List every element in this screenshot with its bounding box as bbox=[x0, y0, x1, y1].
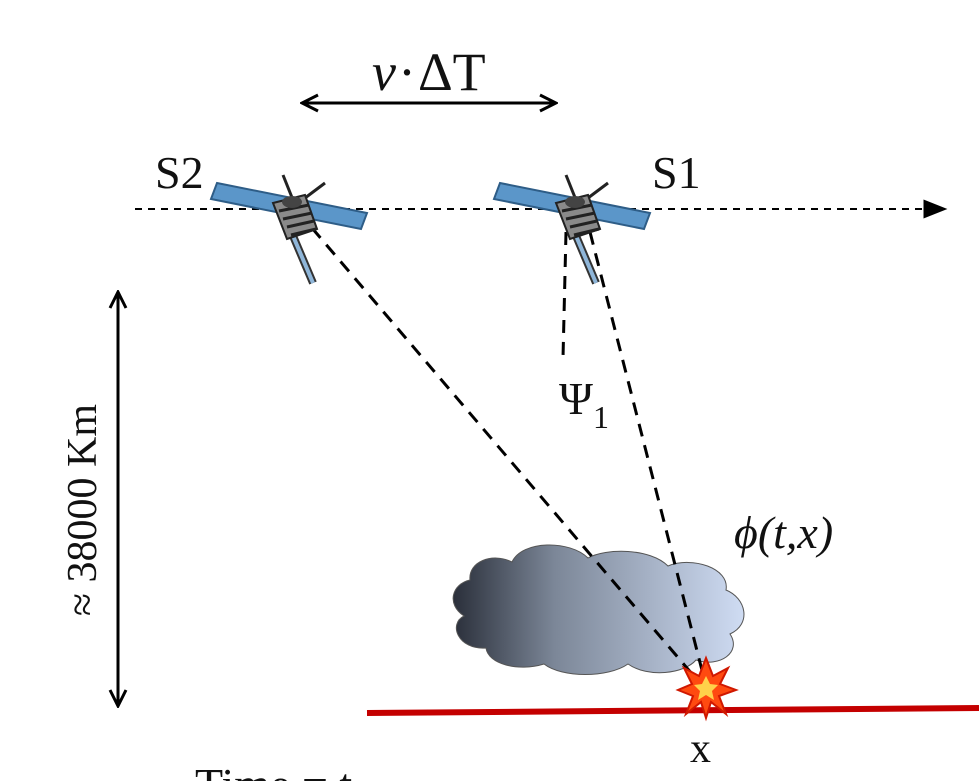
s1-nadir-line bbox=[561, 231, 568, 359]
baseline-label: v·ΔT bbox=[372, 42, 486, 102]
time-caption: Time = t bbox=[195, 759, 352, 781]
satellite-s1 bbox=[494, 175, 650, 283]
altitude-label: ≈ 38000 Km bbox=[60, 404, 106, 616]
cloud-icon bbox=[452, 544, 745, 675]
field-phi-label: ϕ(t,x) bbox=[734, 507, 833, 558]
satellite-s2-label: S2 bbox=[155, 147, 204, 198]
line-of-sight-s2 bbox=[310, 227, 706, 689]
angle-psi-label: Ψ1 bbox=[559, 373, 609, 435]
satellite-s1-label: S1 bbox=[652, 147, 701, 198]
line-of-sight-s1 bbox=[588, 231, 708, 687]
satellite-icon bbox=[494, 175, 650, 283]
source-location-label: x bbox=[690, 726, 711, 772]
ground-line bbox=[366, 705, 979, 716]
lightning-event-icon bbox=[675, 655, 739, 722]
